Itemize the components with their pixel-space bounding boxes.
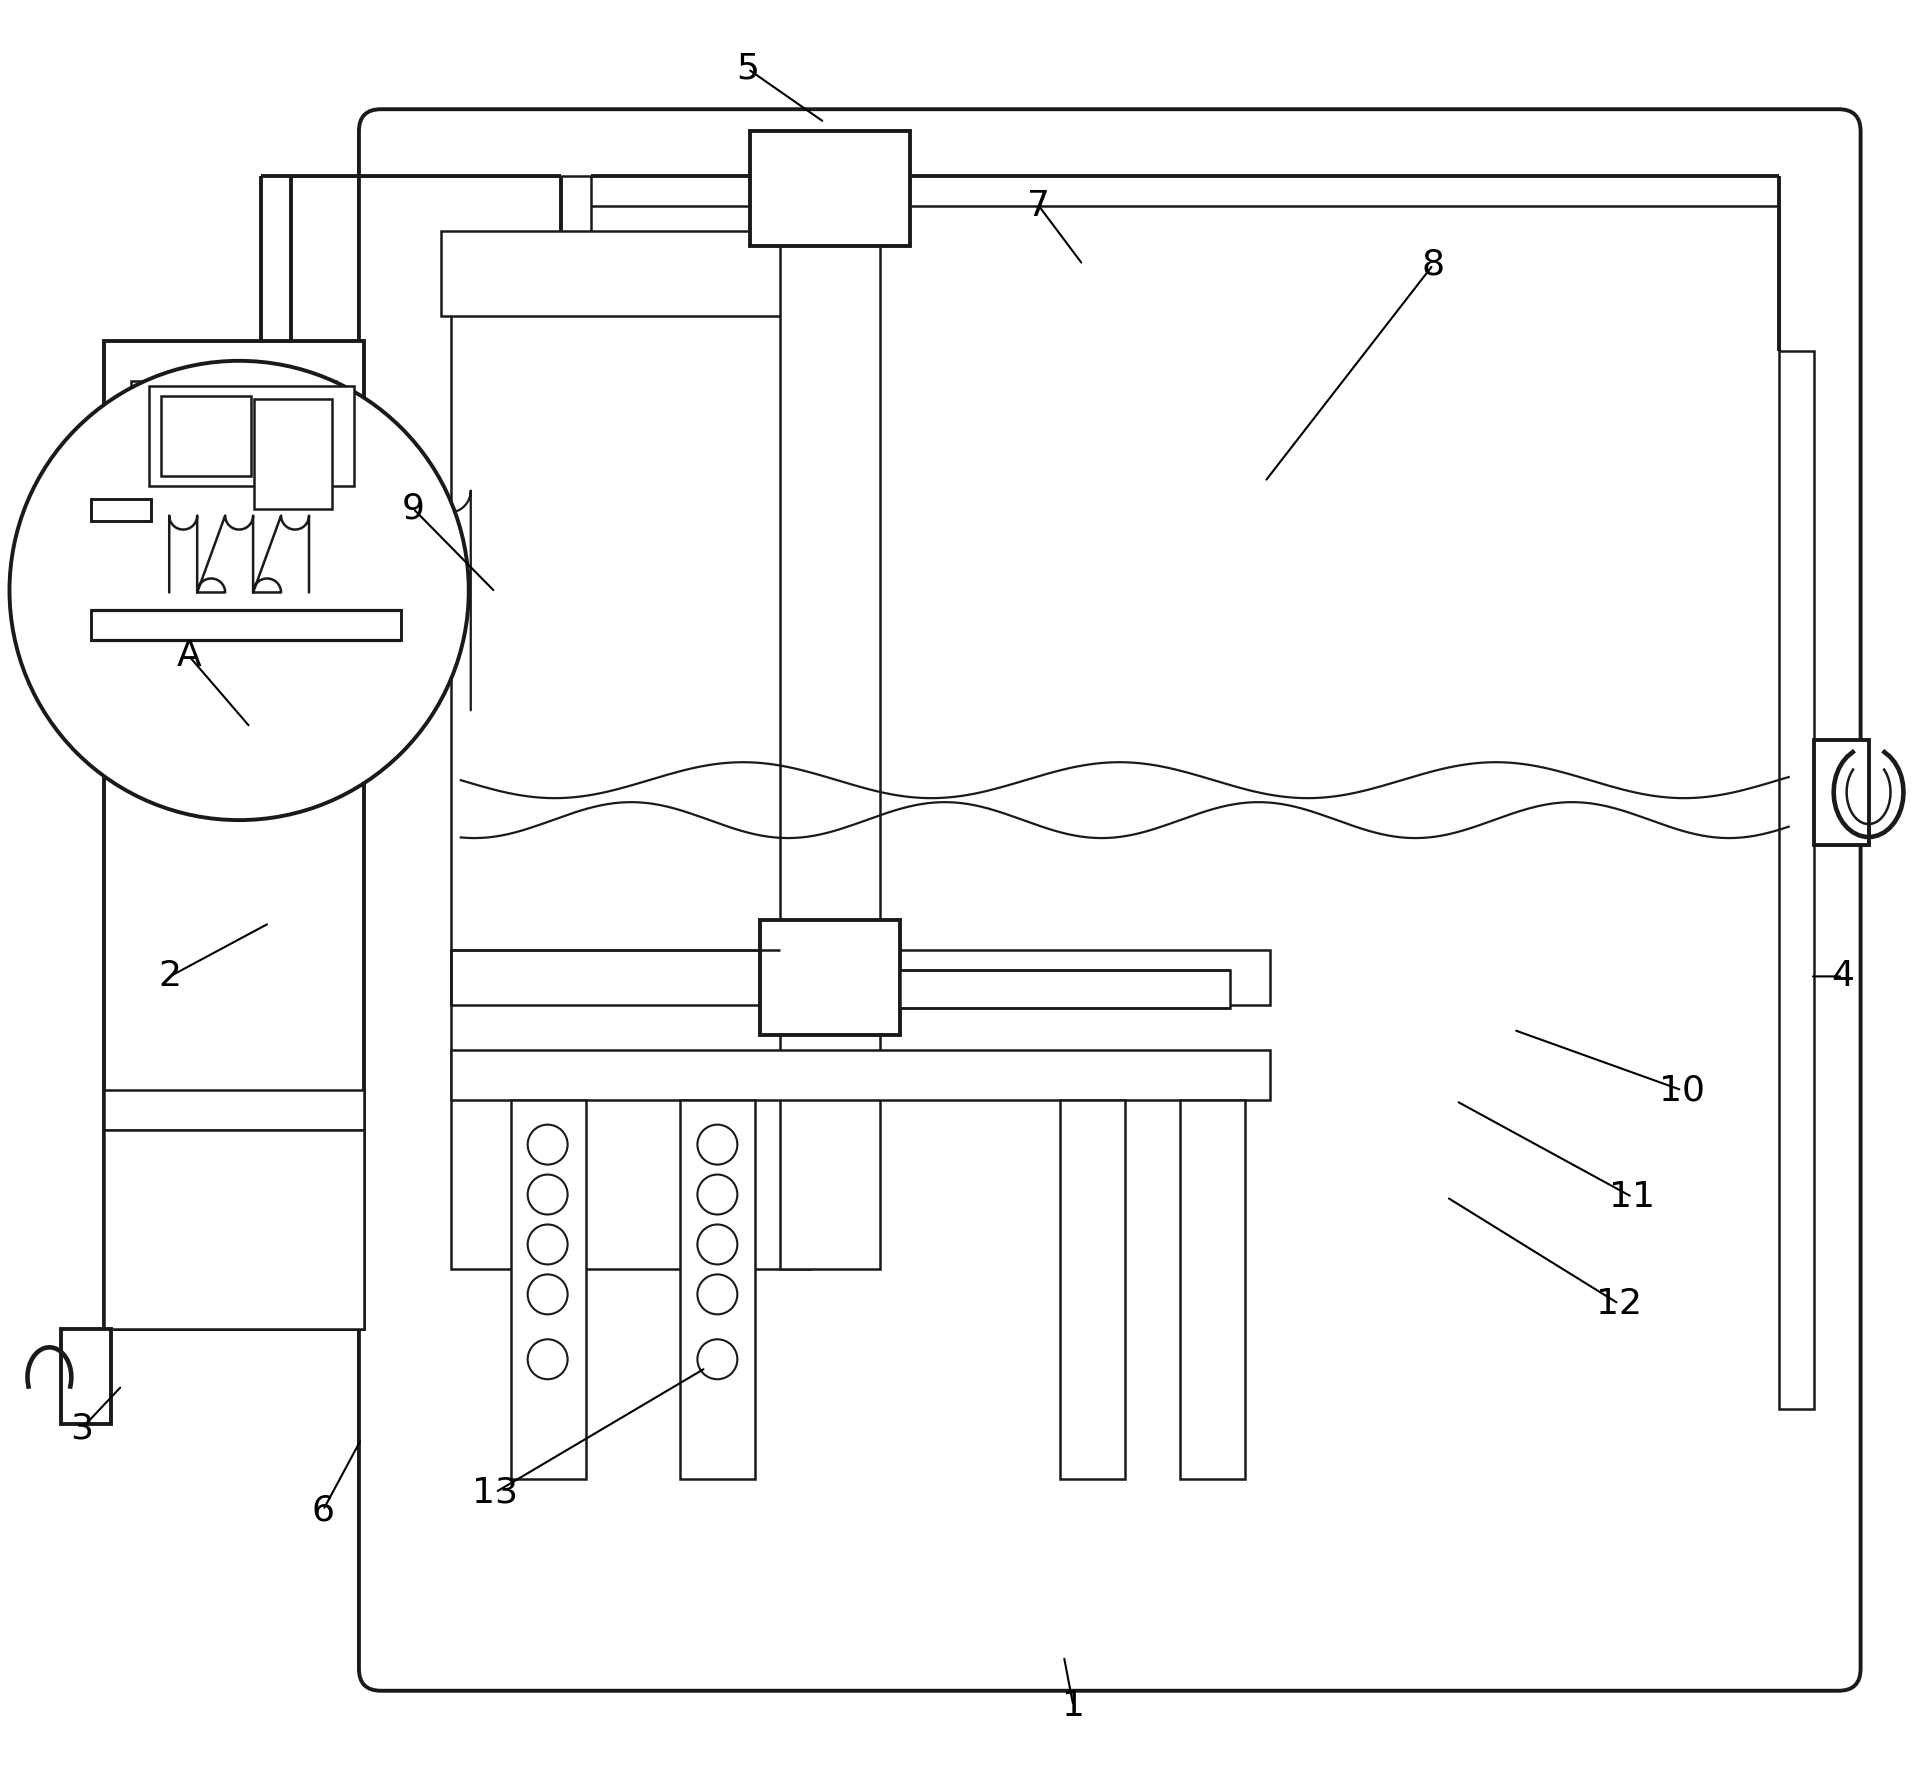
Bar: [130, 381, 335, 761]
Bar: [61, 1329, 111, 1424]
Circle shape: [527, 1124, 567, 1165]
Text: 11: 11: [1608, 1180, 1654, 1214]
Bar: [510, 1099, 585, 1479]
Text: 7: 7: [1028, 189, 1051, 223]
Bar: [104, 1089, 364, 1130]
Bar: [92, 499, 151, 520]
Circle shape: [527, 1174, 567, 1215]
Bar: [150, 385, 355, 486]
Bar: [140, 388, 190, 754]
Bar: [261, 388, 311, 649]
Bar: [104, 1130, 364, 1329]
Circle shape: [10, 360, 470, 820]
Circle shape: [698, 1340, 738, 1379]
Text: 6: 6: [312, 1493, 335, 1527]
Bar: [761, 920, 901, 1035]
Bar: [750, 132, 911, 246]
Text: A: A: [176, 640, 201, 674]
Bar: [780, 232, 880, 1269]
Text: 12: 12: [1595, 1287, 1641, 1320]
Bar: [1813, 740, 1869, 845]
Bar: [450, 950, 1269, 1005]
Bar: [92, 611, 401, 640]
Bar: [441, 232, 820, 315]
Bar: [1779, 351, 1813, 1410]
Circle shape: [527, 1224, 567, 1265]
Bar: [901, 969, 1229, 1009]
Bar: [450, 241, 811, 1269]
Text: 9: 9: [401, 492, 424, 526]
Circle shape: [527, 1274, 567, 1315]
Circle shape: [698, 1274, 738, 1315]
FancyBboxPatch shape: [358, 109, 1861, 1691]
Text: 4: 4: [1831, 959, 1854, 993]
Text: 5: 5: [736, 52, 759, 86]
Text: 8: 8: [1422, 248, 1445, 282]
Bar: [681, 1099, 755, 1479]
Bar: [104, 340, 364, 1329]
Text: 13: 13: [472, 1475, 518, 1509]
Circle shape: [698, 1174, 738, 1215]
Circle shape: [698, 1124, 738, 1165]
Text: 2: 2: [159, 959, 182, 993]
Bar: [1179, 1099, 1244, 1479]
Circle shape: [698, 1224, 738, 1265]
Text: 10: 10: [1658, 1073, 1704, 1107]
Bar: [1060, 1099, 1125, 1479]
Text: 1: 1: [1062, 1689, 1085, 1723]
Bar: [255, 399, 332, 508]
Bar: [450, 1050, 1269, 1099]
Circle shape: [527, 1340, 567, 1379]
Bar: [161, 396, 251, 476]
Text: 3: 3: [71, 1411, 94, 1445]
